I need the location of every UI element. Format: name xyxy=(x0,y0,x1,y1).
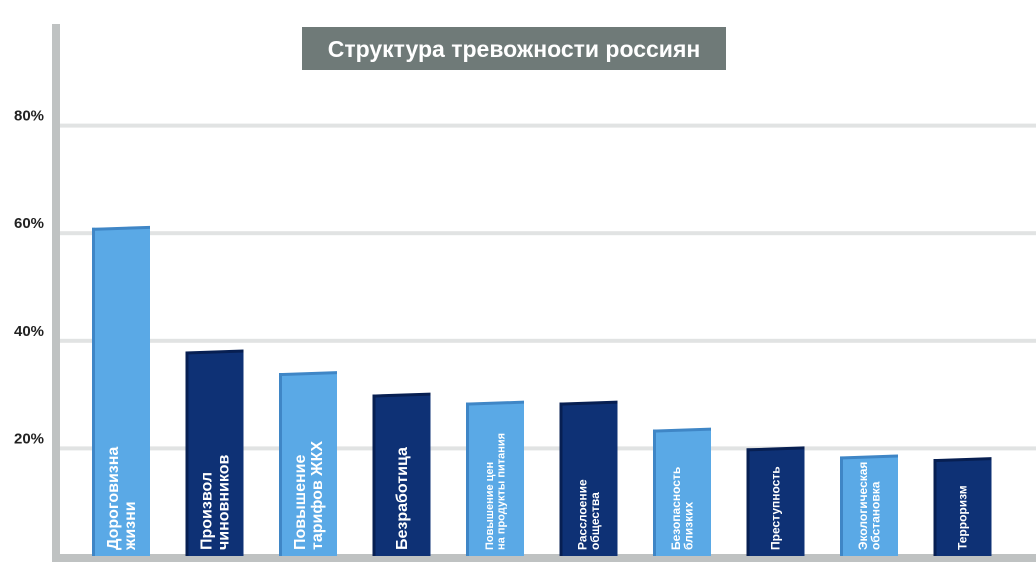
y-tick-label-40: 40% xyxy=(14,323,44,340)
bar-label-line: Безопасность xyxy=(669,467,683,550)
bar-6: Расслоениеобщества xyxy=(559,400,618,556)
bar-edge xyxy=(185,351,189,556)
bar-front xyxy=(466,402,524,556)
bar-label-1: Дороговизнажизни xyxy=(105,447,139,551)
bar-label-line: Произвол xyxy=(199,472,216,550)
bar-edge xyxy=(933,459,937,556)
bar-front xyxy=(559,402,618,556)
bar-label-9: Экологическаяобстановка xyxy=(856,462,883,550)
bar-front xyxy=(185,351,244,556)
bar-label-line: Терроризм xyxy=(956,485,970,550)
bar-3: Повышениетарифов ЖКХ xyxy=(279,371,337,556)
title-background xyxy=(302,27,726,70)
bar-edge xyxy=(466,402,469,556)
bar-label-line: обстановка xyxy=(869,481,883,550)
bar-7: Безопасностьблизких xyxy=(653,427,711,556)
bar-label-line: близких xyxy=(682,502,696,550)
gridlines xyxy=(52,123,1036,451)
bar-label-line: тарифов ЖКХ xyxy=(309,441,326,550)
bar-label-line: Дороговизна xyxy=(105,447,122,550)
bar-top xyxy=(372,392,431,398)
gridline-20 xyxy=(52,446,1036,451)
bar-2: Произволчиновников xyxy=(185,349,244,556)
bar-top xyxy=(279,371,337,377)
bar-label-line: Повышение xyxy=(292,454,309,550)
gridline-80 xyxy=(52,123,1036,128)
bar-label-line: на продукты питания xyxy=(496,433,508,550)
bar-top xyxy=(92,225,150,231)
bar-label-line: жизни xyxy=(122,501,139,551)
bar-front xyxy=(933,459,992,556)
axes xyxy=(52,24,1036,562)
bars: Дороговизнажизни Произволчиновников Повыше… xyxy=(92,225,992,556)
bar-front xyxy=(746,448,805,556)
chart-title-box: Структура тревожности россиян xyxy=(302,27,726,70)
y-tick-labels: 20% 40% 60% 80% xyxy=(14,108,44,448)
x-axis-line xyxy=(52,554,1036,562)
y-axis-line xyxy=(52,24,60,562)
gridline-60 xyxy=(52,231,1036,236)
bar-top xyxy=(933,457,992,463)
bar-9: Экологическаяобстановка xyxy=(840,454,898,556)
bar-top xyxy=(840,454,898,460)
bar-front xyxy=(653,429,711,556)
bar-8: Преступность xyxy=(746,446,805,556)
bar-label-8: Преступность xyxy=(769,466,783,550)
bar-edge xyxy=(746,448,750,556)
bar-4: Безработица xyxy=(372,392,431,556)
bar-edge xyxy=(372,394,376,556)
y-tick-label-60: 60% xyxy=(14,215,44,232)
bar-label-3: Повышениетарифов ЖКХ xyxy=(292,441,326,550)
bar-label-4: Безработица xyxy=(394,447,411,550)
bar-top xyxy=(466,400,524,406)
bar-front xyxy=(840,456,898,556)
bar-front xyxy=(279,373,337,556)
bar-edge xyxy=(279,373,282,556)
bar-edge xyxy=(840,456,843,556)
bar-front xyxy=(92,227,150,556)
bar-1: Дороговизнажизни xyxy=(92,225,150,556)
bar-edge xyxy=(559,402,563,556)
bar-label-line: Безработица xyxy=(394,447,411,550)
bar-top xyxy=(559,400,618,406)
bar-label-line: Расслоение xyxy=(575,479,589,550)
bar-label-line: общества xyxy=(588,492,602,550)
y-tick-label-20: 20% xyxy=(14,430,44,447)
bar-label-line: чиновников xyxy=(216,455,233,550)
bar-label-6: Расслоениеобщества xyxy=(575,479,602,550)
gridline-40 xyxy=(52,338,1036,343)
bar-top xyxy=(185,349,244,355)
bar-label-line: Повышение цен xyxy=(484,462,496,550)
bar-edge xyxy=(653,429,656,556)
bar-label-line: Преступность xyxy=(769,466,783,550)
chart-title: Структура тревожности россиян xyxy=(328,36,701,62)
bar-10: Терроризм xyxy=(933,457,992,556)
bar-label-line: Экологическая xyxy=(856,462,870,550)
bar-top xyxy=(746,446,805,452)
bar-label-5: Повышение ценна продукты питания xyxy=(484,433,508,550)
bar-top xyxy=(653,427,711,433)
bar-front xyxy=(372,394,431,556)
bar-edge xyxy=(92,227,95,556)
bar-label-10: Терроризм xyxy=(956,485,970,550)
y-tick-label-80: 80% xyxy=(14,108,44,125)
bar-5: Повышение ценна продукты питания xyxy=(466,400,524,556)
bar-label-2: Произволчиновников xyxy=(199,455,233,550)
bar-label-7: Безопасностьблизких xyxy=(669,467,696,550)
